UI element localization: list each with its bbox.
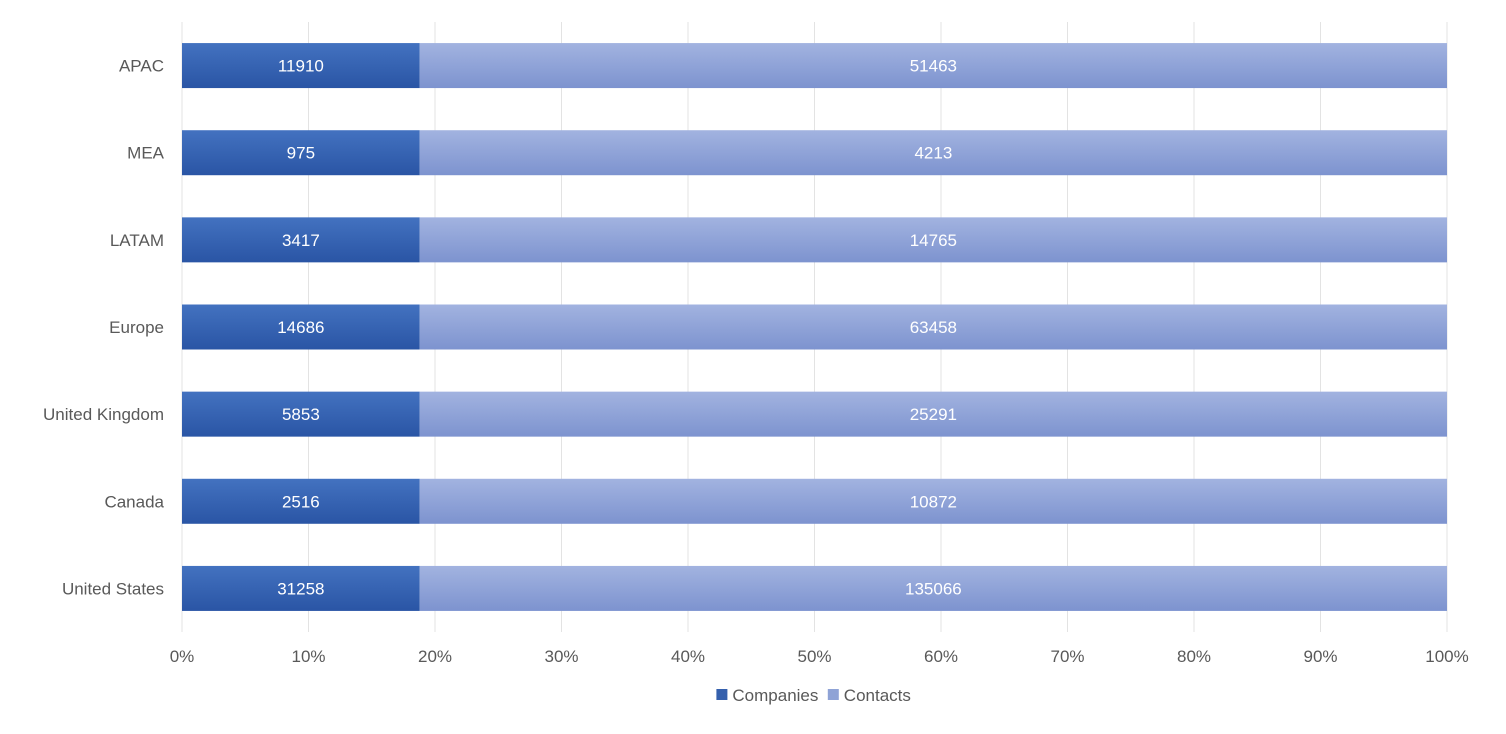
- labels: 0% 10% 20% 30% 40% 50% 60% 70% 80% 90% 100% 31258 13…: [43, 57, 1469, 666]
- bar-companies: [182, 304, 420, 350]
- bar-companies: [182, 565, 420, 611]
- legend-label-companies: Companies: [732, 686, 818, 705]
- data-label: 11910: [278, 57, 324, 76]
- data-label: 51463: [910, 57, 957, 76]
- bar-contacts: [419, 304, 1447, 350]
- data-label: 63458: [910, 318, 957, 337]
- legend-swatch-contacts: [827, 689, 839, 700]
- x-tick-label: 100%: [1425, 647, 1468, 666]
- bar-contacts: [419, 391, 1447, 437]
- legend: Companies Contacts: [716, 686, 911, 705]
- data-label: 14765: [910, 231, 957, 250]
- data-label: 135066: [905, 579, 962, 598]
- data-label: 14686: [277, 318, 324, 337]
- bar-contacts: [419, 130, 1448, 176]
- data-label: 2516: [282, 492, 320, 511]
- data-label: 975: [287, 144, 315, 163]
- category-label: APAC: [119, 57, 164, 76]
- category-label: United States: [62, 579, 164, 598]
- bars: [182, 43, 1448, 611]
- bar-companies: [182, 391, 420, 437]
- x-tick-label: 50%: [797, 647, 831, 666]
- data-label: 31258: [277, 579, 324, 598]
- legend-swatch-companies: [716, 689, 728, 700]
- bar-companies: [182, 478, 420, 524]
- x-tick-label: 20%: [418, 647, 452, 666]
- x-tick-label: 40%: [671, 647, 705, 666]
- x-tick-label: 60%: [924, 647, 958, 666]
- category-label: MEA: [127, 144, 165, 163]
- data-label: 10872: [910, 492, 957, 511]
- bar-contacts: [419, 565, 1447, 611]
- x-tick-label: 0%: [170, 647, 195, 666]
- x-tick-label: 70%: [1050, 647, 1084, 666]
- bar-contacts: [419, 43, 1447, 89]
- bar-contacts: [419, 478, 1447, 524]
- category-label: Canada: [104, 492, 164, 511]
- legend-label-contacts: Contacts: [844, 686, 911, 705]
- x-tick-label: 30%: [544, 647, 578, 666]
- category-label: Europe: [109, 318, 164, 337]
- data-label: 25291: [910, 405, 957, 424]
- bar-companies: [182, 130, 420, 176]
- bar-companies: [182, 217, 420, 263]
- x-tick-label: 80%: [1177, 647, 1211, 666]
- category-label: LATAM: [110, 231, 164, 250]
- data-label: 5853: [282, 405, 320, 424]
- data-label: 4213: [914, 144, 952, 163]
- data-label: 3417: [282, 231, 320, 250]
- category-label: United Kingdom: [43, 405, 164, 424]
- x-tick-label: 90%: [1303, 647, 1337, 666]
- bar-contacts: [419, 217, 1448, 263]
- x-tick-label: 10%: [291, 647, 325, 666]
- bar-companies: [182, 43, 420, 89]
